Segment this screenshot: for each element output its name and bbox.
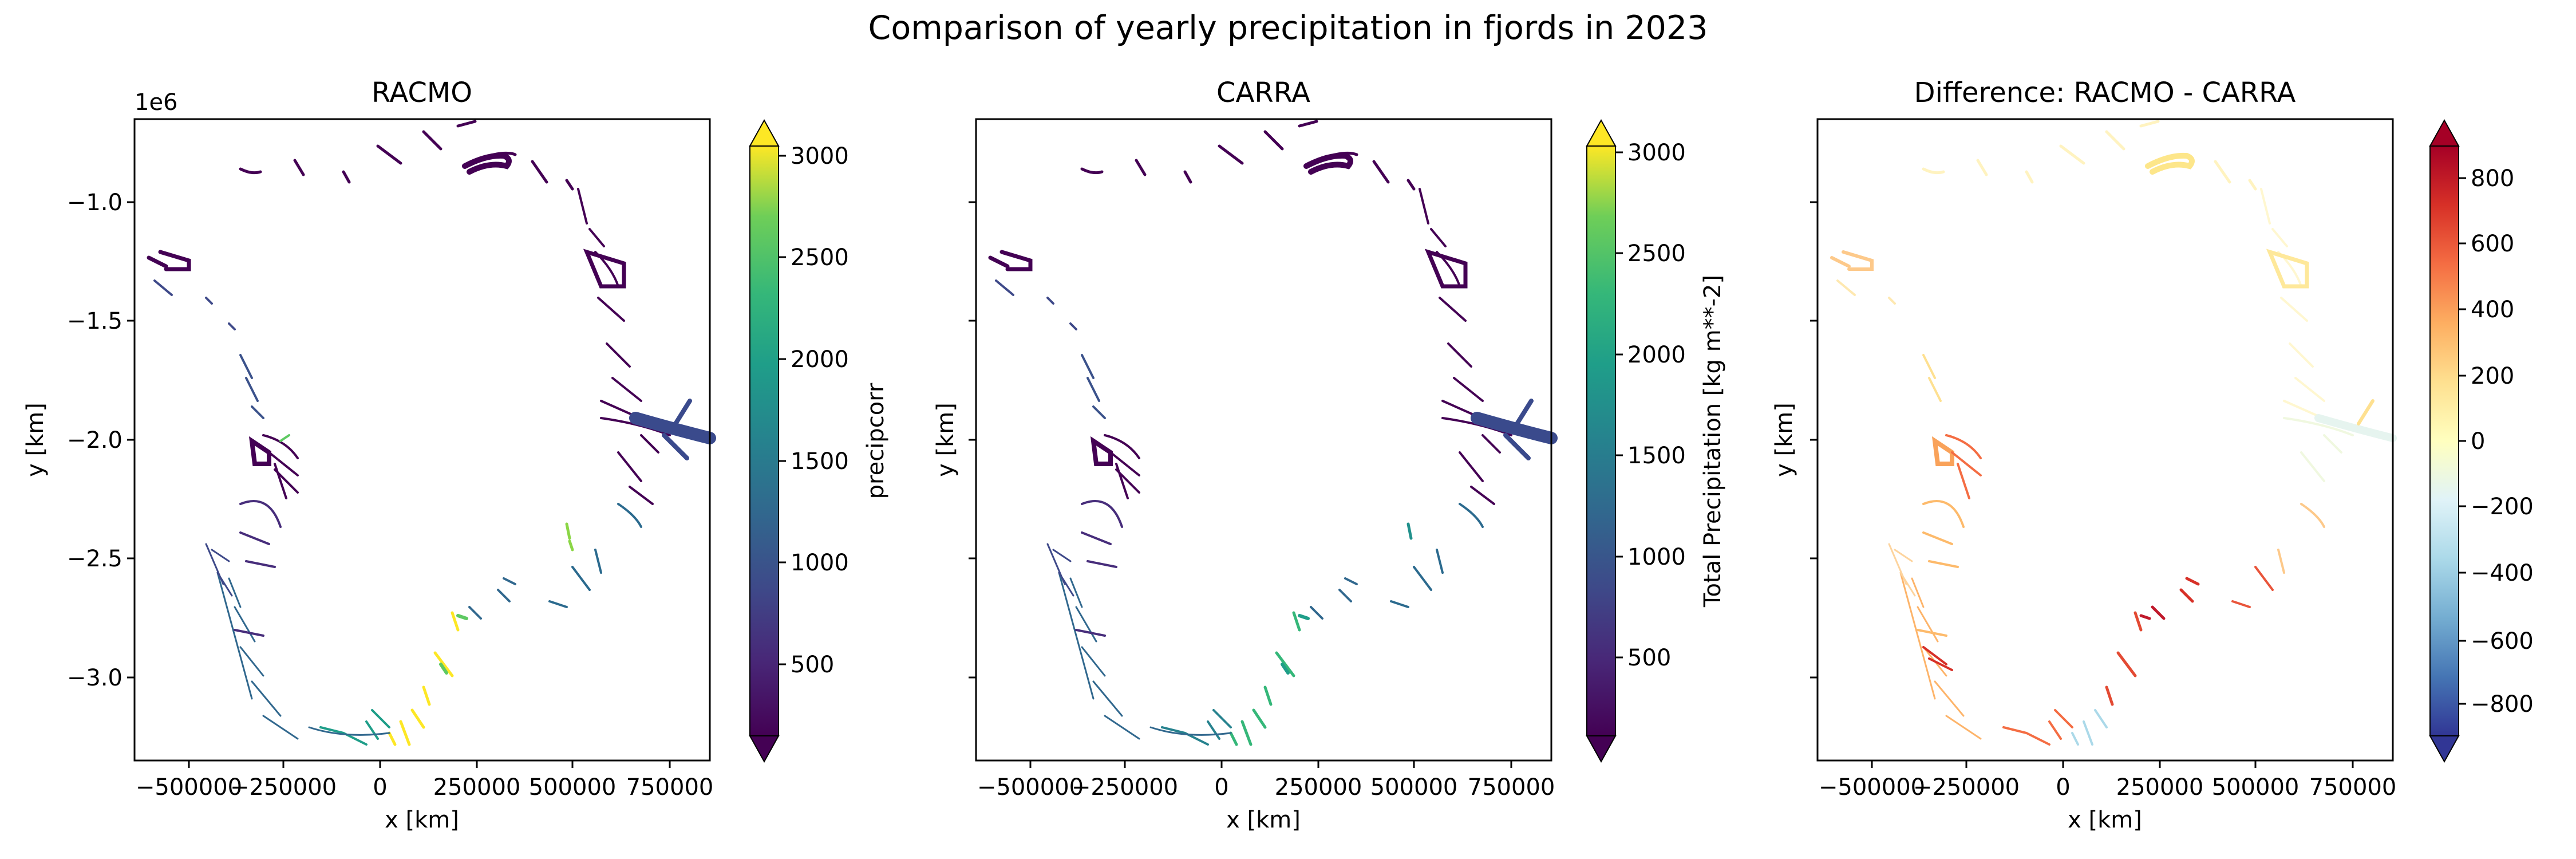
- map-difference: [1830, 120, 2397, 746]
- panel-title-racmo: RACMO: [372, 77, 472, 109]
- colorbar-gradient: [1586, 145, 1616, 736]
- x-tick-label: −500000: [136, 774, 242, 801]
- y-tick-label: −3.0: [67, 665, 123, 691]
- x-tick-label: 0: [2056, 774, 2070, 801]
- x-tick-label: −250000: [230, 774, 337, 801]
- colorbar-tick-label: 1000: [791, 550, 849, 576]
- x-tick-label: 0: [1214, 774, 1228, 801]
- y-tick-label: −1.5: [67, 308, 123, 334]
- x-tick-label: −500000: [977, 774, 1084, 801]
- y-ticks-racmo: −1.0 −1.5 −2.0 −2.5 −3.0: [67, 190, 135, 691]
- x-tick-label: −250000: [1913, 774, 2020, 801]
- x-axis-label-racmo: x [km]: [385, 807, 459, 833]
- colorbar-tick-label: −400: [2471, 560, 2534, 586]
- x-tick-label: −250000: [1072, 774, 1178, 801]
- axes-frame-carra: [975, 118, 1552, 762]
- colorbar-tick-label: 2000: [1627, 342, 1686, 368]
- colorbar-tick-label: 2500: [791, 245, 849, 271]
- fjord-pixels-carra: [988, 120, 1558, 746]
- panel-title-carra: CARRA: [1216, 77, 1310, 109]
- colorbar-ticks: 500 1000 1500 2000 2500 3000: [779, 143, 849, 678]
- y-ticks-difference: [1810, 201, 1818, 679]
- colorbar-extend-max: [749, 119, 780, 147]
- colorbar-difference: −800 −600 −400 −200 0 200 400 600 800: [2429, 119, 2534, 763]
- fjord-pixels-racmo: [147, 120, 716, 746]
- figure-title: Comparison of yearly precipitation in fj…: [868, 9, 1708, 47]
- colorbar-extend-max: [2429, 119, 2460, 147]
- panel-difference: Difference: RACMO - CARRA: [1771, 77, 2534, 833]
- colorbar-tick-label: 400: [2471, 297, 2514, 323]
- x-ticks-difference: −500000 −250000 0 250000 500000 750000: [1819, 761, 2396, 801]
- axes-frame-racmo: [133, 118, 711, 762]
- colorbar-tick-label: 2500: [1627, 241, 1686, 267]
- x-axis-label-difference: x [km]: [2068, 807, 2142, 833]
- x-tick-label: 250000: [1275, 774, 1362, 801]
- x-tick-label: 750000: [2309, 774, 2397, 801]
- colorbar-tick-label: 500: [791, 652, 834, 678]
- x-tick-label: 750000: [626, 774, 714, 801]
- colorbar-tick-label: 600: [2471, 231, 2514, 257]
- colorbar-tick-label: 800: [2471, 166, 2514, 192]
- colorbar-ticks: 500 1000 1500 2000 2500 3000: [1615, 140, 1686, 671]
- colorbar-extend-min: [2429, 735, 2460, 763]
- colorbar-tick-label: −800: [2471, 691, 2534, 718]
- x-tick-label: 500000: [2212, 774, 2300, 801]
- fjord-pixels-difference: [1830, 120, 2397, 746]
- x-tick-label: −500000: [1819, 774, 1925, 801]
- x-axis-label-carra: x [km]: [1226, 807, 1301, 833]
- colorbar-gradient: [749, 145, 779, 736]
- axes-frame-difference: [1816, 118, 2394, 762]
- colorbar-tick-label: 0: [2471, 428, 2485, 455]
- y-tick-label: −1.0: [67, 190, 123, 216]
- colorbar-carra: 500 1000 1500 2000 2500 3000 Total Preci…: [1586, 119, 1726, 763]
- panel-racmo: RACMO 1e6: [22, 77, 889, 833]
- colorbar-tick-label: 1500: [791, 448, 849, 475]
- x-ticks-carra: −500000 −250000 0 250000 500000 750000: [977, 761, 1555, 801]
- x-tick-label: 250000: [2116, 774, 2204, 801]
- colorbar-extend-min: [1586, 735, 1617, 763]
- panel-title-difference: Difference: RACMO - CARRA: [1914, 77, 2296, 109]
- colorbar-extend-max: [1586, 119, 1617, 147]
- colorbar-tick-label: 500: [1627, 645, 1671, 671]
- y-axis-label-carra: y [km]: [933, 403, 959, 477]
- panel-carra: CARRA: [933, 77, 1726, 833]
- y-tick-label: −2.0: [67, 427, 123, 454]
- colorbar-ticks: −800 −600 −400 −200 0 200 400 600 800: [2459, 166, 2534, 718]
- colorbar-tick-label: 3000: [1627, 140, 1686, 166]
- colorbar-tick-label: −600: [2471, 628, 2534, 655]
- colorbar-tick-label: 200: [2471, 363, 2514, 389]
- colorbar-tick-label: −200: [2471, 494, 2534, 520]
- map-carra: [988, 120, 1558, 746]
- y-tick-label: −2.5: [67, 546, 123, 572]
- x-tick-label: 500000: [529, 774, 617, 801]
- x-tick-label: 750000: [1468, 774, 1555, 801]
- colorbar-racmo: 500 1000 1500 2000 2500 3000 precipcorr: [749, 119, 889, 763]
- colorbar-label: precipcorr: [863, 383, 889, 499]
- colorbar-tick-label: 1500: [1627, 443, 1686, 469]
- x-ticks-racmo: −500000 −250000 0 250000 500000 750000: [136, 761, 713, 801]
- colorbar-label: Total Precipitation [kg m**-2]: [1700, 275, 1726, 608]
- x-tick-label: 250000: [433, 774, 521, 801]
- x-tick-label: 0: [373, 774, 387, 801]
- colorbar-tick-label: 1000: [1627, 544, 1686, 570]
- colorbar-tick-label: 3000: [791, 143, 849, 170]
- x-tick-label: 500000: [1370, 774, 1458, 801]
- map-racmo: [147, 120, 716, 746]
- y-axis-label-racmo: y [km]: [22, 403, 49, 477]
- y-offset-text-racmo: 1e6: [135, 89, 178, 116]
- colorbar-tick-label: 2000: [791, 346, 849, 373]
- y-ticks-carra: [969, 201, 976, 679]
- y-axis-label-difference: y [km]: [1771, 403, 1797, 477]
- colorbar-extend-min: [749, 735, 780, 763]
- colorbar-gradient: [2429, 145, 2459, 736]
